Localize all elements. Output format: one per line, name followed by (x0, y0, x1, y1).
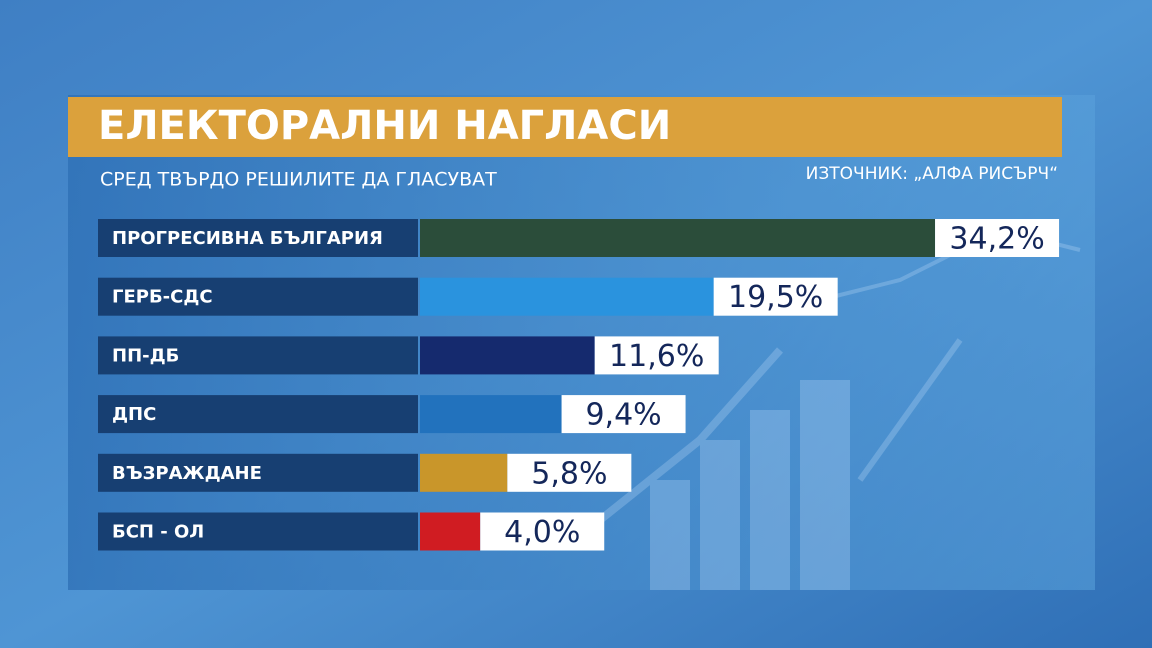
category-box (98, 277, 418, 316)
category-label: ДПС (112, 404, 156, 425)
bar (420, 453, 508, 492)
value-box (713, 277, 838, 316)
category-label: ПП-ДБ (112, 345, 179, 366)
value-box (480, 512, 605, 551)
value-label: 5,8% (531, 456, 607, 491)
category-label: БСП - ОЛ (112, 522, 204, 543)
category-label: ПРОГРЕСИВНА БЪЛГАРИЯ (112, 228, 383, 249)
value-box (594, 336, 719, 375)
source: ИЗТОЧНИК: „АЛФА РИСЪРЧ“ (806, 164, 1058, 184)
category-label: ВЪЗРАЖДАНЕ (112, 463, 262, 484)
value-label: 34,2% (949, 222, 1044, 257)
value-label: 11,6% (609, 339, 704, 374)
category-box (98, 219, 418, 257)
chart-title: ЕЛЕКТОРАЛНИ НАГЛАСИ (98, 103, 671, 149)
bar (420, 277, 714, 316)
value-box (507, 453, 632, 492)
category-box (98, 336, 418, 375)
decor (597, 227, 1081, 590)
category-box (98, 453, 418, 492)
bar (420, 395, 562, 434)
category-box (98, 512, 418, 551)
category-box (98, 395, 418, 434)
title-bar (68, 97, 1062, 157)
value-label: 4,0% (504, 515, 580, 550)
bar (420, 512, 481, 551)
bar (420, 219, 936, 257)
value-label: 19,5% (728, 280, 823, 315)
bar (420, 336, 595, 375)
value-box (935, 219, 1060, 257)
category-label: ГЕРБ-СДС (112, 287, 213, 308)
subtitle: СРЕД ТВЪРДО РЕШИЛИТЕ ДА ГЛАСУВАТ (100, 169, 497, 191)
value-box (561, 395, 686, 434)
value-label: 9,4% (585, 398, 661, 433)
